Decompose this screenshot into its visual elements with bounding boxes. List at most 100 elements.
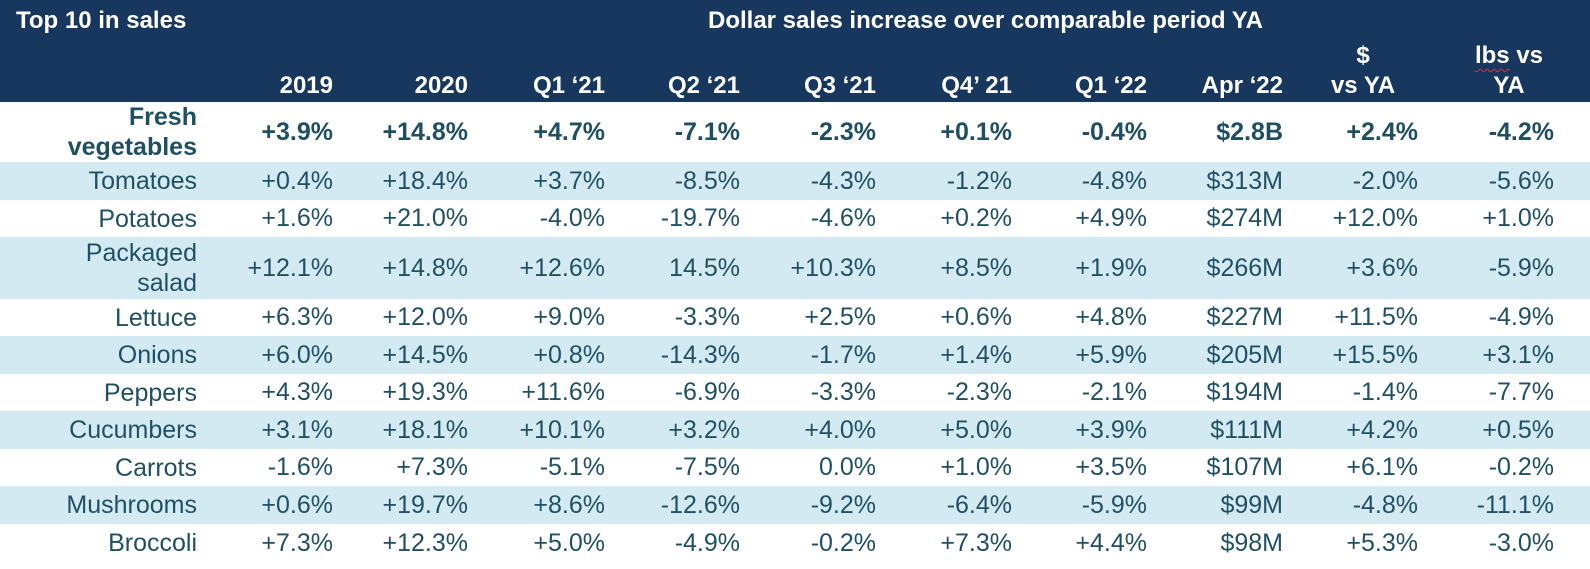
- table-cell: $111M: [1210, 415, 1283, 444]
- table-cell: +8.6%: [533, 490, 605, 519]
- table-cell: +7.3%: [261, 528, 333, 557]
- table-cell: -2.3%: [810, 117, 876, 146]
- table-cell: +4.7%: [533, 117, 605, 146]
- table-cell: +4.3%: [261, 378, 333, 406]
- column-header: 2019: [279, 72, 333, 99]
- table-cell: +6.0%: [261, 340, 333, 369]
- table-title: Top 10 in sales: [16, 7, 187, 34]
- table-cell: +11.5%: [1334, 303, 1418, 331]
- row-label: Carrots: [115, 453, 197, 482]
- table-cell: +0.5%: [1482, 415, 1554, 444]
- table-cell: $266M: [1206, 253, 1283, 282]
- table-cell: $98M: [1220, 528, 1283, 557]
- row-label: Fresh vegetables: [67, 103, 197, 161]
- table-cell: +19.3%: [382, 378, 469, 406]
- table-row: Packaged salad +12.1% +14.8% +12.6% 14.5% +10…: [0, 237, 1590, 299]
- table-cell: -4.9%: [674, 528, 740, 557]
- table-cell: +6.3%: [261, 303, 333, 331]
- table-cell: -1.4%: [1352, 378, 1418, 406]
- table-cell: +0.2%: [940, 204, 1012, 232]
- row-label: Potatoes: [98, 204, 197, 233]
- table-cell: +4.2%: [1346, 415, 1418, 444]
- table-cell: +5.0%: [533, 528, 605, 557]
- table-cell: +12.0%: [1332, 204, 1419, 232]
- table-cell: +1.9%: [1075, 253, 1147, 282]
- table-cell: +5.3%: [1346, 528, 1418, 557]
- table-cell: +1.6%: [261, 204, 333, 232]
- table-cell: -7.1%: [674, 117, 740, 146]
- table-cell: -4.8%: [1352, 490, 1418, 519]
- table-cell: +3.7%: [533, 166, 605, 195]
- table-cell: -2.3%: [946, 378, 1012, 406]
- table-cell: +18.4%: [382, 166, 469, 195]
- table-cell: -4.8%: [1081, 166, 1147, 195]
- row-label: Mushrooms: [66, 491, 197, 519]
- table-cell: +4.9%: [1075, 204, 1147, 232]
- table-cell: +3.1%: [261, 415, 333, 444]
- table-cell: +12.1%: [247, 253, 334, 282]
- table-cell: +15.5%: [1332, 340, 1419, 369]
- table-cell: $99M: [1220, 490, 1283, 519]
- table-cell: -12.6%: [660, 490, 740, 519]
- table-cell: -0.4%: [1081, 117, 1147, 146]
- table-cell: +12.3%: [382, 528, 469, 557]
- table-cell: +7.3%: [940, 528, 1012, 557]
- table-subtitle: Dollar sales increase over comparable pe…: [708, 7, 1263, 34]
- column-header: Q3 ‘21: [803, 72, 876, 99]
- table-cell: +9.0%: [533, 303, 605, 331]
- table-row: Potatoes +1.6% +21.0% -4.0% -19.7% -4.6% +0.2%…: [0, 200, 1590, 237]
- table-cell: -4.9%: [1488, 303, 1554, 331]
- table-cell: -2.0%: [1352, 166, 1418, 195]
- table-cell: $227M: [1206, 303, 1283, 331]
- table-cell: +1.4%: [940, 340, 1012, 369]
- table-cell: +1.0%: [940, 453, 1012, 481]
- spellcheck-squiggle: lbs: [1474, 42, 1510, 69]
- column-header: Q1 ‘21: [532, 72, 605, 99]
- table-cell: +14.5%: [382, 340, 469, 369]
- table-cell: +0.1%: [940, 117, 1012, 146]
- column-header: Q4’ 21: [941, 72, 1012, 99]
- table-cell: +10.1%: [519, 415, 606, 444]
- column-header: lbs vs YA: [1454, 41, 1564, 101]
- table-cell: -5.9%: [1488, 253, 1554, 282]
- table-cell: +5.9%: [1075, 340, 1147, 369]
- column-header: Apr ‘22: [1201, 72, 1283, 99]
- column-header: 2020: [414, 72, 468, 99]
- table-cell: +3.9%: [1075, 415, 1147, 444]
- table-cell: -4.2%: [1488, 117, 1554, 146]
- table-row: Tomatoes +0.4% +18.4% +3.7% -8.5% -4.3% -1.2% -…: [0, 162, 1590, 200]
- table-cell: -5.6%: [1488, 166, 1554, 195]
- table-cell: -3.3%: [674, 303, 740, 331]
- table-cell: +21.0%: [382, 204, 469, 232]
- table-cell: +12.0%: [382, 303, 469, 331]
- table-row: Peppers +4.3% +19.3% +11.6% -6.9% -3.3% -2.3% -…: [0, 374, 1590, 411]
- table-cell: +2.5%: [804, 303, 876, 331]
- row-label: Broccoli: [108, 529, 197, 557]
- table-cell: 0.0%: [819, 453, 876, 481]
- table-cell: -6.4%: [946, 490, 1012, 519]
- table-cell: $313M: [1206, 166, 1283, 195]
- table-cell: +3.1%: [1482, 340, 1554, 369]
- table-cell: $107M: [1206, 453, 1283, 481]
- table-cell: +3.9%: [261, 117, 333, 146]
- row-label: Lettuce: [114, 303, 197, 332]
- table-cell: +1.0%: [1482, 204, 1554, 232]
- table-cell: +2.4%: [1346, 117, 1418, 146]
- table-cell: +10.3%: [790, 253, 877, 282]
- table-cell: -0.2%: [1488, 453, 1554, 481]
- table-cell: +14.8%: [382, 253, 469, 282]
- table-cell: -3.3%: [810, 378, 876, 406]
- table-cell: -9.2%: [810, 490, 876, 519]
- table-cell: +4.4%: [1075, 528, 1147, 557]
- table-cell: +14.8%: [382, 117, 469, 146]
- table-cell: +0.8%: [533, 340, 605, 369]
- table-cell: +6.1%: [1346, 453, 1418, 481]
- row-label: Tomatoes: [88, 167, 197, 195]
- table-cell: -4.0%: [539, 204, 605, 232]
- table-cell: -6.9%: [674, 378, 740, 406]
- table-cell: -1.6%: [267, 453, 333, 481]
- column-header-line: lbs vs: [1474, 42, 1544, 69]
- table-cell: +0.4%: [261, 166, 333, 195]
- row-label: Onions: [117, 341, 197, 369]
